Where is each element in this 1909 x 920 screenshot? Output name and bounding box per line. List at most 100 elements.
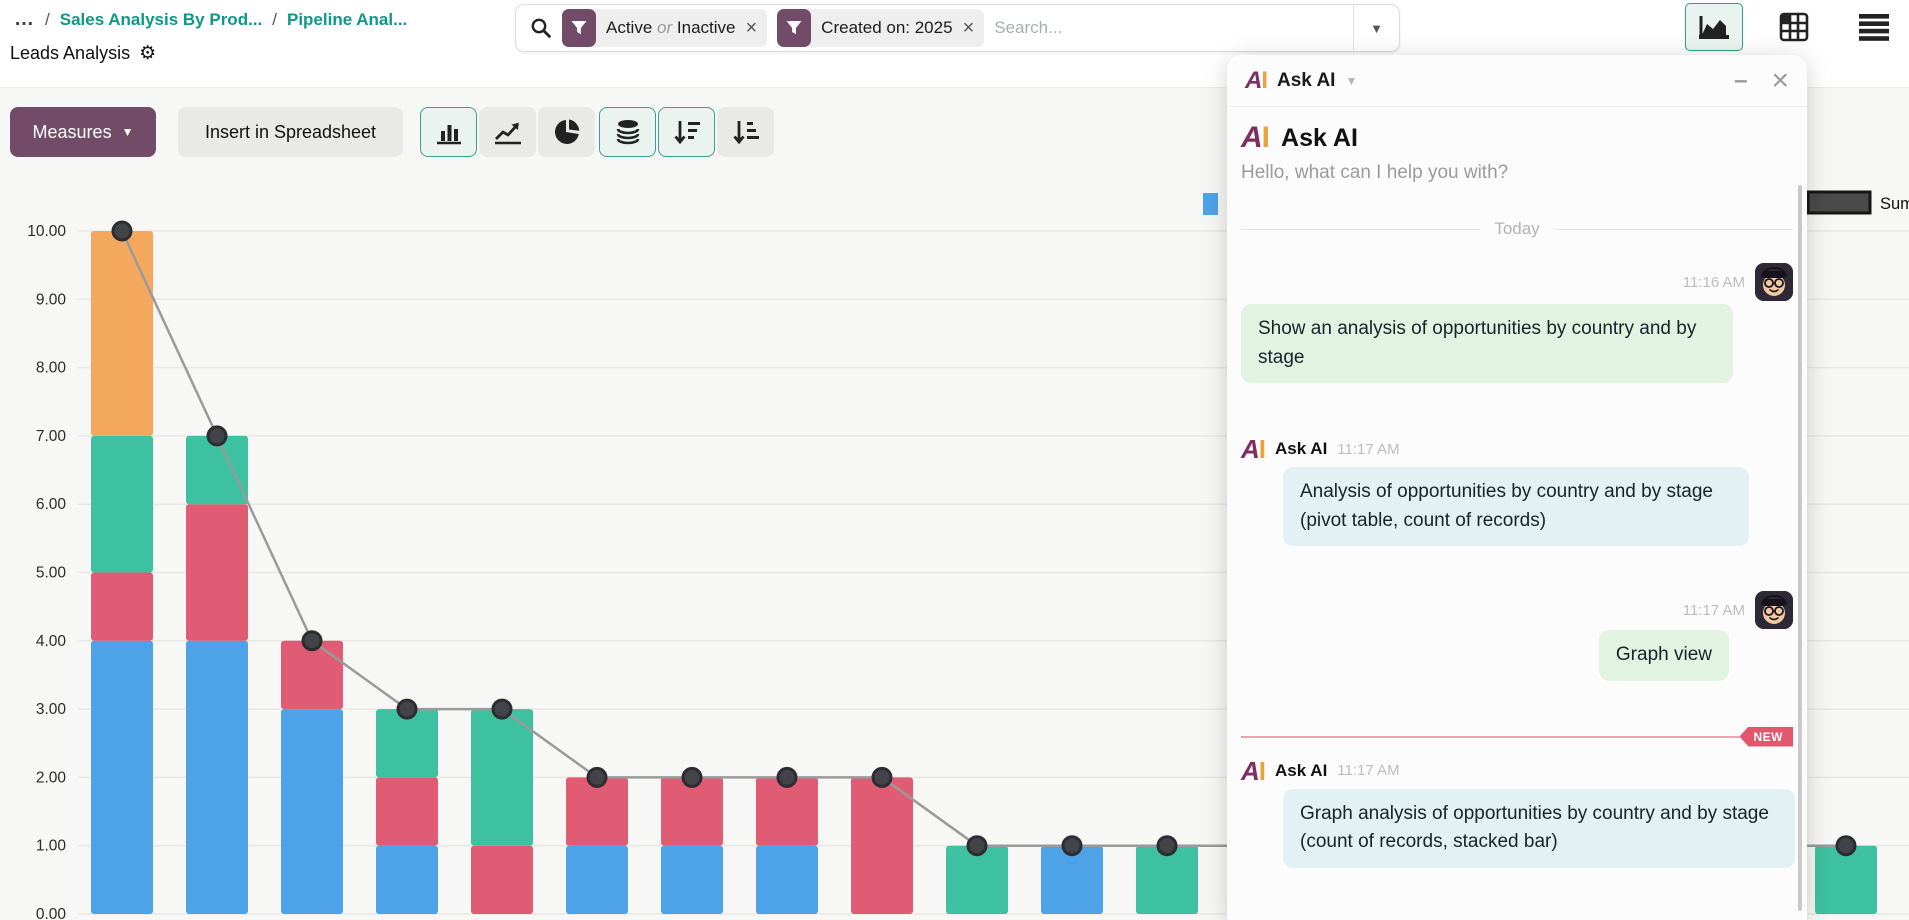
y-axis-tick: 10.00 bbox=[27, 223, 66, 240]
chat-scrollbar[interactable] bbox=[1798, 185, 1802, 911]
line-chart-icon bbox=[494, 122, 521, 145]
message-time: 11:17 AM bbox=[1682, 601, 1745, 619]
search-dropdown-toggle[interactable]: ▼ bbox=[1353, 5, 1399, 51]
view-button-list[interactable] bbox=[1845, 3, 1903, 51]
breadcrumb-link-pipeline-analysis[interactable]: Pipeline Anal... bbox=[286, 9, 408, 29]
filter-label: Created on: 2025 bbox=[821, 18, 953, 37]
page-title: Leads Analysis bbox=[10, 43, 131, 63]
sum-point[interactable] bbox=[396, 698, 418, 720]
sum-point[interactable] bbox=[776, 766, 798, 788]
sum-point[interactable] bbox=[871, 766, 893, 788]
bar-segment-teal[interactable] bbox=[471, 709, 533, 846]
sum-point[interactable] bbox=[966, 835, 988, 857]
message-sender: Ask AI bbox=[1275, 439, 1328, 458]
bar-segment-red[interactable] bbox=[661, 777, 723, 846]
bar-segment-blue[interactable] bbox=[1041, 845, 1103, 914]
bar-segment-red[interactable] bbox=[851, 777, 913, 914]
graph-view-icon bbox=[1699, 16, 1729, 39]
search-bar[interactable]: Active or Inactive × Created on: 2025 × … bbox=[515, 4, 1400, 52]
line-chart-button[interactable] bbox=[479, 107, 536, 157]
remove-filter-icon[interactable]: × bbox=[745, 17, 758, 39]
chevron-down-icon[interactable]: ▼ bbox=[1345, 73, 1358, 88]
bar-chart-button[interactable] bbox=[420, 107, 477, 157]
user-avatar[interactable] bbox=[1755, 591, 1793, 629]
breadcrumb-link-sales-analysis[interactable]: Sales Analysis By Prod... bbox=[59, 9, 263, 29]
search-input[interactable] bbox=[994, 18, 1353, 38]
chat-message-user: Graph view bbox=[1598, 630, 1729, 681]
bar-segment-blue[interactable] bbox=[376, 845, 438, 914]
user-avatar[interactable] bbox=[1755, 263, 1793, 301]
bar-segment-teal[interactable] bbox=[1815, 845, 1877, 914]
legend-chip-sum[interactable] bbox=[1806, 190, 1872, 215]
bar-segment-red[interactable] bbox=[91, 572, 153, 641]
bar-segment-teal[interactable] bbox=[186, 435, 248, 505]
bar-segment-teal[interactable] bbox=[946, 845, 1008, 914]
y-axis-tick: 6.00 bbox=[36, 496, 67, 513]
legend-label-sum: Sum bbox=[1880, 195, 1909, 213]
top-bar: … / Sales Analysis By Prod... / Pipeline… bbox=[0, 0, 1909, 88]
sort-ascending-button[interactable] bbox=[717, 107, 774, 157]
ask-ai-body: AI Ask AI Hello, what can I help you wit… bbox=[1227, 107, 1807, 920]
new-badge: NEW bbox=[1739, 726, 1793, 747]
chat-message-user: Show an analysis of opportunities by cou… bbox=[1241, 304, 1733, 383]
close-icon[interactable]: × bbox=[1771, 63, 1789, 97]
bar-segment-blue[interactable] bbox=[186, 640, 248, 914]
bar-segment-red[interactable] bbox=[471, 845, 533, 914]
view-switcher bbox=[1685, 0, 1909, 54]
sum-point[interactable] bbox=[1156, 835, 1178, 857]
bar-segment-orange[interactable] bbox=[91, 231, 153, 436]
bar-segment-red[interactable] bbox=[281, 640, 343, 710]
bar-segment-teal[interactable] bbox=[91, 435, 153, 573]
ask-ai-greeting-title: Ask AI bbox=[1281, 123, 1358, 152]
bar-segment-teal[interactable] bbox=[376, 709, 438, 778]
stacked-toggle-button[interactable] bbox=[599, 107, 656, 157]
message-meta: 11:17 AM bbox=[1241, 590, 1793, 630]
sum-point[interactable] bbox=[491, 698, 513, 720]
sum-point[interactable] bbox=[1835, 835, 1857, 857]
breadcrumb: … / Sales Analysis By Prod... / Pipeline… bbox=[14, 8, 407, 31]
bar-segment-teal[interactable] bbox=[1136, 845, 1198, 914]
bar-segment-blue[interactable] bbox=[756, 845, 818, 914]
bar-segment-red[interactable] bbox=[186, 504, 248, 641]
y-axis-tick: 3.00 bbox=[36, 701, 67, 718]
pie-chart-button[interactable] bbox=[538, 107, 595, 157]
bar-segment-red[interactable] bbox=[566, 777, 628, 846]
gear-icon[interactable]: ⚙ bbox=[139, 43, 157, 64]
bar-segment-red[interactable] bbox=[756, 777, 818, 846]
sort-descending-button[interactable] bbox=[658, 107, 715, 157]
list-view-icon bbox=[1859, 14, 1889, 41]
bar-segment-blue[interactable] bbox=[566, 845, 628, 914]
filter-label: Active or Inactive bbox=[606, 18, 736, 37]
filter-chip-active-inactive[interactable]: Active or Inactive × bbox=[562, 9, 768, 47]
insert-in-spreadsheet-button[interactable]: Insert in Spreadsheet bbox=[178, 107, 403, 157]
bar-segment-blue[interactable] bbox=[281, 709, 343, 914]
remove-filter-icon[interactable]: × bbox=[962, 17, 975, 39]
bar-segment-blue[interactable] bbox=[661, 845, 723, 914]
pivot-view-icon bbox=[1779, 12, 1809, 42]
measures-button[interactable]: Measures ▼ bbox=[10, 107, 156, 157]
sum-point[interactable] bbox=[111, 220, 133, 242]
stacked-icon bbox=[616, 120, 639, 145]
bar-segment-red[interactable] bbox=[376, 777, 438, 846]
view-button-graph[interactable] bbox=[1685, 3, 1743, 51]
pie-chart-icon bbox=[554, 119, 579, 144]
bar-segment-blue[interactable] bbox=[91, 640, 153, 914]
y-axis-tick: 4.00 bbox=[36, 633, 67, 650]
legend-chip-partial[interactable] bbox=[1203, 193, 1218, 215]
ask-ai-logo-icon: AI bbox=[1241, 755, 1266, 786]
chat-message-ai: Graph analysis of opportunities by count… bbox=[1283, 788, 1795, 868]
sum-point[interactable] bbox=[586, 766, 608, 788]
sort-descending-icon bbox=[673, 121, 700, 145]
breadcrumb-separator: / bbox=[272, 9, 277, 29]
filter-funnel-icon bbox=[777, 9, 812, 47]
minimize-icon[interactable]: – bbox=[1734, 66, 1748, 94]
sum-point[interactable] bbox=[206, 425, 228, 447]
sum-point[interactable] bbox=[301, 630, 323, 652]
sum-point[interactable] bbox=[1061, 835, 1083, 857]
message-time: 11:16 AM bbox=[1682, 273, 1745, 291]
filter-chip-created-on[interactable]: Created on: 2025 × bbox=[777, 9, 985, 47]
view-button-pivot[interactable] bbox=[1765, 3, 1823, 51]
breadcrumb-menu-icon[interactable]: … bbox=[14, 8, 35, 30]
sum-point[interactable] bbox=[681, 766, 703, 788]
